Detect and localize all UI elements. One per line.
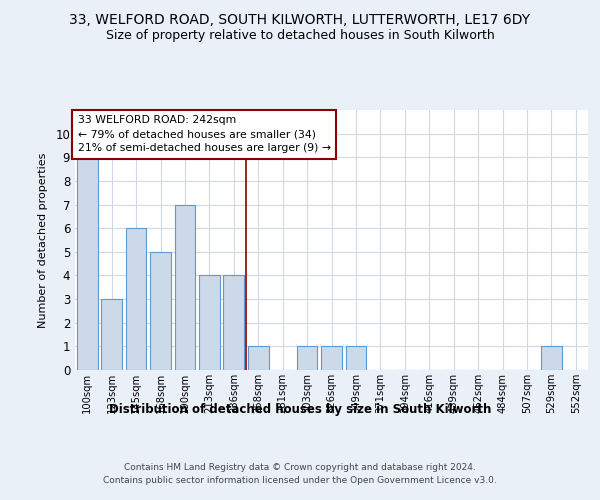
Bar <box>150 252 171 370</box>
Bar <box>77 158 98 370</box>
Bar <box>199 276 220 370</box>
Text: Size of property relative to detached houses in South Kilworth: Size of property relative to detached ho… <box>106 29 494 42</box>
Text: 33, WELFORD ROAD, SOUTH KILWORTH, LUTTERWORTH, LE17 6DY: 33, WELFORD ROAD, SOUTH KILWORTH, LUTTER… <box>70 12 530 26</box>
Bar <box>321 346 342 370</box>
Text: Contains public sector information licensed under the Open Government Licence v3: Contains public sector information licen… <box>103 476 497 485</box>
Bar <box>125 228 146 370</box>
Bar <box>248 346 269 370</box>
Bar <box>223 276 244 370</box>
Text: Distribution of detached houses by size in South Kilworth: Distribution of detached houses by size … <box>109 402 491 415</box>
Bar <box>296 346 317 370</box>
Bar <box>346 346 367 370</box>
Text: 33 WELFORD ROAD: 242sqm
← 79% of detached houses are smaller (34)
21% of semi-de: 33 WELFORD ROAD: 242sqm ← 79% of detache… <box>77 115 331 153</box>
Bar <box>175 204 196 370</box>
Text: Contains HM Land Registry data © Crown copyright and database right 2024.: Contains HM Land Registry data © Crown c… <box>124 462 476 471</box>
Bar <box>541 346 562 370</box>
Y-axis label: Number of detached properties: Number of detached properties <box>38 152 49 328</box>
Bar <box>101 299 122 370</box>
